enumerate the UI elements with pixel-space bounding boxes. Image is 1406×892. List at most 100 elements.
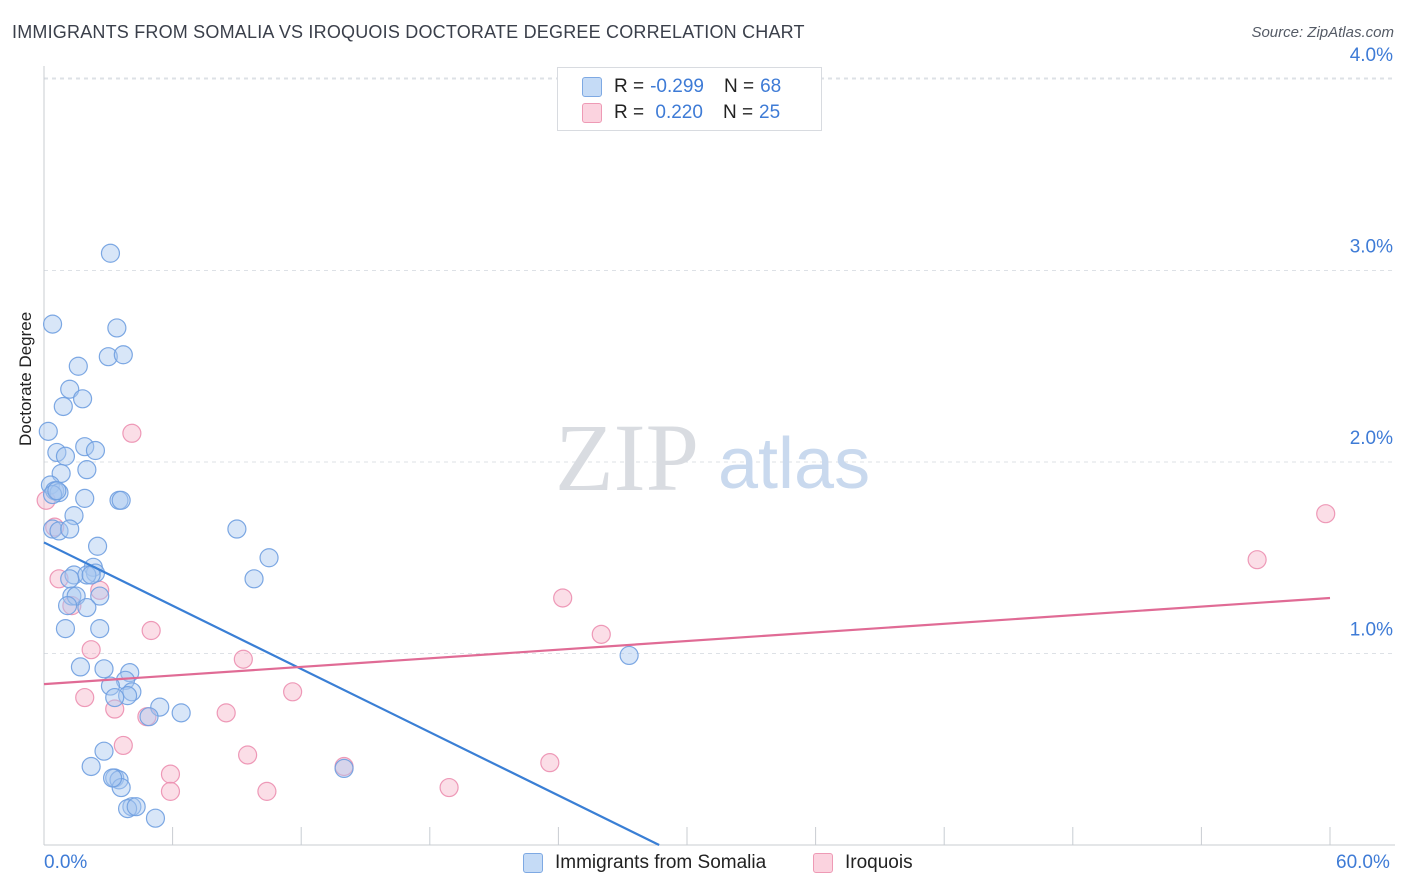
legend-label-somalia: Immigrants from Somalia [555, 852, 767, 873]
somalia-point [62, 586, 82, 606]
somalia-point [105, 687, 125, 708]
iroquois-point [1247, 550, 1267, 570]
y-tick-label: 4.0% [1350, 45, 1393, 66]
iroquois-point [238, 745, 258, 765]
legend-row-iroquois: R = 0.220 N = 25 [582, 101, 780, 125]
somalia-point [227, 519, 247, 539]
y-tick-label: 2.0% [1350, 428, 1393, 449]
somalia-point [139, 707, 159, 727]
legend-swatch-somalia [523, 853, 543, 873]
iroquois-point [113, 735, 133, 756]
legend-n-label: N = [723, 76, 755, 97]
somalia-point [145, 808, 166, 828]
legend-swatch-somalia [582, 77, 602, 97]
legend-r-label: R = [614, 76, 645, 97]
legend-label-iroquois: Iroquois [845, 852, 913, 873]
iroquois-point [553, 588, 573, 608]
x-max-label: 60.0% [1336, 852, 1390, 873]
somalia-point [81, 756, 101, 777]
somalia-point [100, 243, 121, 263]
iroquois-point [591, 624, 611, 644]
somalia-point [53, 396, 73, 417]
somalia-point [77, 597, 97, 618]
axes [43, 66, 1395, 846]
somalia-point [85, 440, 106, 461]
chart-title: IMMIGRANTS FROM SOMALIA VS IROQUOIS DOCT… [12, 22, 805, 42]
somalia-point [70, 657, 91, 677]
somalia-point [77, 460, 97, 480]
somalia-point [244, 569, 264, 589]
somalia-point [55, 446, 76, 466]
iroquois-point [283, 682, 303, 702]
iroquois-point [122, 423, 142, 443]
iroquois-point [49, 569, 69, 589]
trend-lines [43, 541, 1331, 846]
legend-r-value: -0.299 [650, 76, 704, 97]
iroquois-point [141, 620, 161, 641]
iroquois-point [257, 781, 277, 801]
somalia-point [68, 356, 88, 376]
legend-r-value: 0.220 [650, 102, 703, 123]
somalia-point [619, 645, 639, 666]
somalia-point [42, 314, 63, 334]
somalia-point [107, 318, 127, 338]
iroquois-point [216, 703, 236, 723]
iroquois-point [439, 777, 459, 798]
iroquois-point [105, 699, 125, 719]
x-min-label: 0.0% [44, 852, 88, 873]
somalia-point [126, 797, 146, 817]
legend-r-label: R = [614, 102, 645, 123]
iroquois-point [1316, 504, 1336, 524]
source-credit: Source: ZipAtlas.com [1251, 24, 1394, 41]
series-legend: Immigrants from Somalia Iroquois [0, 852, 1406, 876]
somalia-point [60, 379, 80, 399]
somalia-point [94, 741, 114, 761]
iroquois-point [81, 640, 101, 660]
iroquois-point [75, 687, 95, 708]
gridlines [44, 77, 1395, 654]
somalia-point [38, 421, 58, 441]
somalia-point [87, 536, 108, 556]
watermark: ZIP atlas [555, 404, 870, 511]
somalia-point [60, 519, 80, 539]
somalia-point [47, 481, 67, 501]
iroquois-points [36, 423, 1336, 801]
iroquois-point [160, 764, 181, 784]
iroquois-point [160, 781, 181, 801]
somalia-point [150, 697, 170, 717]
somalia-point [90, 586, 110, 606]
watermark-atlas: atlas [718, 424, 870, 504]
somalia-point [55, 619, 76, 639]
y-tick-labels: 1.0% 2.0% 3.0% 4.0% [1350, 45, 1393, 641]
somalia-point [90, 619, 110, 639]
somalia-point [113, 345, 133, 365]
iroquois-point [233, 649, 253, 669]
legend-n-label: N = [722, 102, 754, 123]
watermark-zip: ZIP [555, 404, 699, 511]
somalia-point [102, 768, 123, 788]
somalia-point [171, 703, 191, 723]
somalia-point [334, 758, 354, 779]
legend-item-somalia[interactable]: Immigrants from Somalia [523, 852, 766, 874]
somalia-point [259, 548, 279, 568]
y-tick-label: 3.0% [1350, 237, 1393, 258]
somalia-point [98, 347, 118, 367]
legend-swatch-iroquois [813, 853, 833, 873]
legend-item-iroquois[interactable]: Iroquois [813, 852, 913, 874]
somalia-points [38, 243, 639, 828]
legend-n-value: 25 [759, 102, 781, 123]
y-tick-label: 1.0% [1350, 620, 1393, 641]
legend-n-value: 68 [760, 76, 782, 97]
somalia-point [72, 389, 93, 409]
somalia-point [100, 676, 121, 696]
legend-swatch-iroquois [582, 103, 602, 123]
iroquois-point [540, 753, 560, 773]
somalia-point [75, 488, 95, 508]
somalia-point [111, 490, 131, 510]
legend-row-somalia: R = -0.299 N = 68 [582, 75, 781, 99]
somalia-trend-line [43, 541, 660, 846]
iroquois-trend-line [43, 596, 1331, 686]
correlation-legend: R = -0.299 N = 68 R = 0.220 N = 25 [557, 67, 822, 131]
somalia-point [60, 569, 80, 589]
